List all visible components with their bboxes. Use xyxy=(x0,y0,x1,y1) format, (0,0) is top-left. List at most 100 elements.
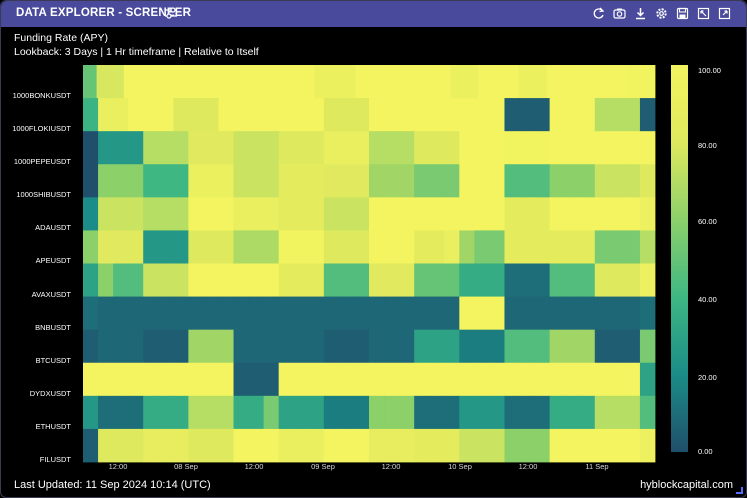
heatmap-cell[interactable] xyxy=(594,263,611,297)
heatmap-cell[interactable] xyxy=(450,65,465,99)
heatmap-cell[interactable] xyxy=(518,65,533,99)
heatmap-cell[interactable] xyxy=(308,98,325,132)
heatmap-cell[interactable] xyxy=(83,98,99,132)
heatmap-cell[interactable] xyxy=(609,329,626,364)
heatmap-cell[interactable] xyxy=(639,263,656,297)
heatmap-cell[interactable] xyxy=(534,428,551,463)
heatmap-cell[interactable] xyxy=(323,296,340,331)
heatmap-cell[interactable] xyxy=(564,296,581,331)
heatmap-cell[interactable] xyxy=(314,65,329,99)
heatmap-cell[interactable] xyxy=(338,197,355,231)
heatmap-cell[interactable] xyxy=(218,263,234,297)
heatmap-cell[interactable] xyxy=(429,164,445,198)
heatmap-cell[interactable] xyxy=(564,329,581,364)
heatmap-cell[interactable] xyxy=(83,131,99,165)
heatmap-cell[interactable] xyxy=(384,362,400,397)
heatmap-cell[interactable] xyxy=(158,296,174,331)
heatmap-cell[interactable] xyxy=(384,395,400,430)
heatmap-cell[interactable] xyxy=(188,164,204,198)
heatmap-cell[interactable] xyxy=(519,131,535,165)
heatmap-cell[interactable] xyxy=(218,428,234,463)
heatmap-cell[interactable] xyxy=(232,65,247,99)
heatmap-cell[interactable] xyxy=(151,65,166,99)
heatmap-cell[interactable] xyxy=(248,395,265,430)
heatmap-cell[interactable] xyxy=(188,131,204,165)
heatmap-cell[interactable] xyxy=(549,362,566,397)
heatmap-cell[interactable] xyxy=(128,296,144,331)
heatmap-cell[interactable] xyxy=(98,428,114,463)
heatmap-cell[interactable] xyxy=(549,131,566,165)
heatmap-cell[interactable] xyxy=(128,263,144,297)
heatmap-cell[interactable] xyxy=(278,263,295,297)
heatmap-cell[interactable] xyxy=(273,65,288,99)
heatmap-cell[interactable] xyxy=(218,98,234,132)
heatmap-cell[interactable] xyxy=(459,131,475,165)
heatmap-cell[interactable] xyxy=(489,164,505,198)
heatmap-cell[interactable] xyxy=(203,131,219,165)
heatmap-cell[interactable] xyxy=(504,263,520,297)
heatmap-cell[interactable] xyxy=(459,362,475,397)
heatmap-cell[interactable] xyxy=(549,197,566,231)
heatmap-cell[interactable] xyxy=(128,131,144,165)
heatmap-cell[interactable] xyxy=(113,329,129,364)
heatmap-cell[interactable] xyxy=(609,230,626,264)
heatmap-cell[interactable] xyxy=(158,230,174,264)
heatmap-cell[interactable] xyxy=(323,362,340,397)
heatmap-cell[interactable] xyxy=(624,230,641,264)
heatmap-cell[interactable] xyxy=(278,395,295,430)
heatmap-cell[interactable] xyxy=(293,230,310,264)
heatmap-cell[interactable] xyxy=(399,230,415,264)
heatmap-cell[interactable] xyxy=(489,131,505,165)
heatmap-cell[interactable] xyxy=(594,362,611,397)
heatmap-cell[interactable] xyxy=(384,263,400,297)
heatmap-cell[interactable] xyxy=(369,164,385,198)
heatmap-cell[interactable] xyxy=(205,65,220,99)
heatmap-cell[interactable] xyxy=(624,263,641,297)
heatmap-cell[interactable] xyxy=(639,197,656,231)
heatmap-cell[interactable] xyxy=(624,296,641,331)
heatmap-cell[interactable] xyxy=(399,263,415,297)
heatmap-cell[interactable] xyxy=(609,164,626,198)
heatmap-cell[interactable] xyxy=(399,362,415,397)
heatmap-cell[interactable] xyxy=(248,362,265,397)
heatmap-cell[interactable] xyxy=(248,329,265,364)
heatmap-cell[interactable] xyxy=(173,296,189,331)
heatmap-cell[interactable] xyxy=(609,98,626,132)
heatmap-cell[interactable] xyxy=(624,329,641,364)
heatmap-cell[interactable] xyxy=(83,296,99,331)
heatmap-cell[interactable] xyxy=(534,329,551,364)
heatmap-cell[interactable] xyxy=(233,395,249,430)
heatmap-cell[interactable] xyxy=(559,65,574,99)
heatmap-cell[interactable] xyxy=(248,197,265,231)
heatmap-cell[interactable] xyxy=(459,329,475,364)
heatmap-cell[interactable] xyxy=(489,197,505,231)
heatmap-cell[interactable] xyxy=(489,362,505,397)
heatmap-cell[interactable] xyxy=(233,428,249,463)
heatmap-cell[interactable] xyxy=(534,296,551,331)
heatmap-cell[interactable] xyxy=(263,131,280,165)
heatmap-cell[interactable] xyxy=(504,428,520,463)
heatmap-cell[interactable] xyxy=(323,98,340,132)
heatmap-cell[interactable] xyxy=(128,362,144,397)
heatmap-cell[interactable] xyxy=(382,65,397,99)
heatmap-cell[interactable] xyxy=(384,197,400,231)
heatmap-cell[interactable] xyxy=(203,164,219,198)
heatmap-cell[interactable] xyxy=(489,230,505,264)
heatmap-cell[interactable] xyxy=(414,296,430,331)
heatmap-cell[interactable] xyxy=(429,98,445,132)
heatmap-cell[interactable] xyxy=(609,197,626,231)
heatmap-cell[interactable] xyxy=(143,230,159,264)
heatmap-cell[interactable] xyxy=(504,395,520,430)
heatmap-cell[interactable] xyxy=(173,164,189,198)
heatmap-cell[interactable] xyxy=(158,263,174,297)
heatmap-cell[interactable] xyxy=(474,164,490,198)
heatmap-cell[interactable] xyxy=(308,263,325,297)
heatmap-cell[interactable] xyxy=(278,131,295,165)
heatmap-cell[interactable] xyxy=(338,164,355,198)
heatmap-cell[interactable] xyxy=(564,230,581,264)
heatmap-cell[interactable] xyxy=(594,131,611,165)
heatmap-cell[interactable] xyxy=(308,329,325,364)
heatmap-cell[interactable] xyxy=(158,197,174,231)
heatmap-cell[interactable] xyxy=(519,395,535,430)
heatmap-cell[interactable] xyxy=(414,263,430,297)
